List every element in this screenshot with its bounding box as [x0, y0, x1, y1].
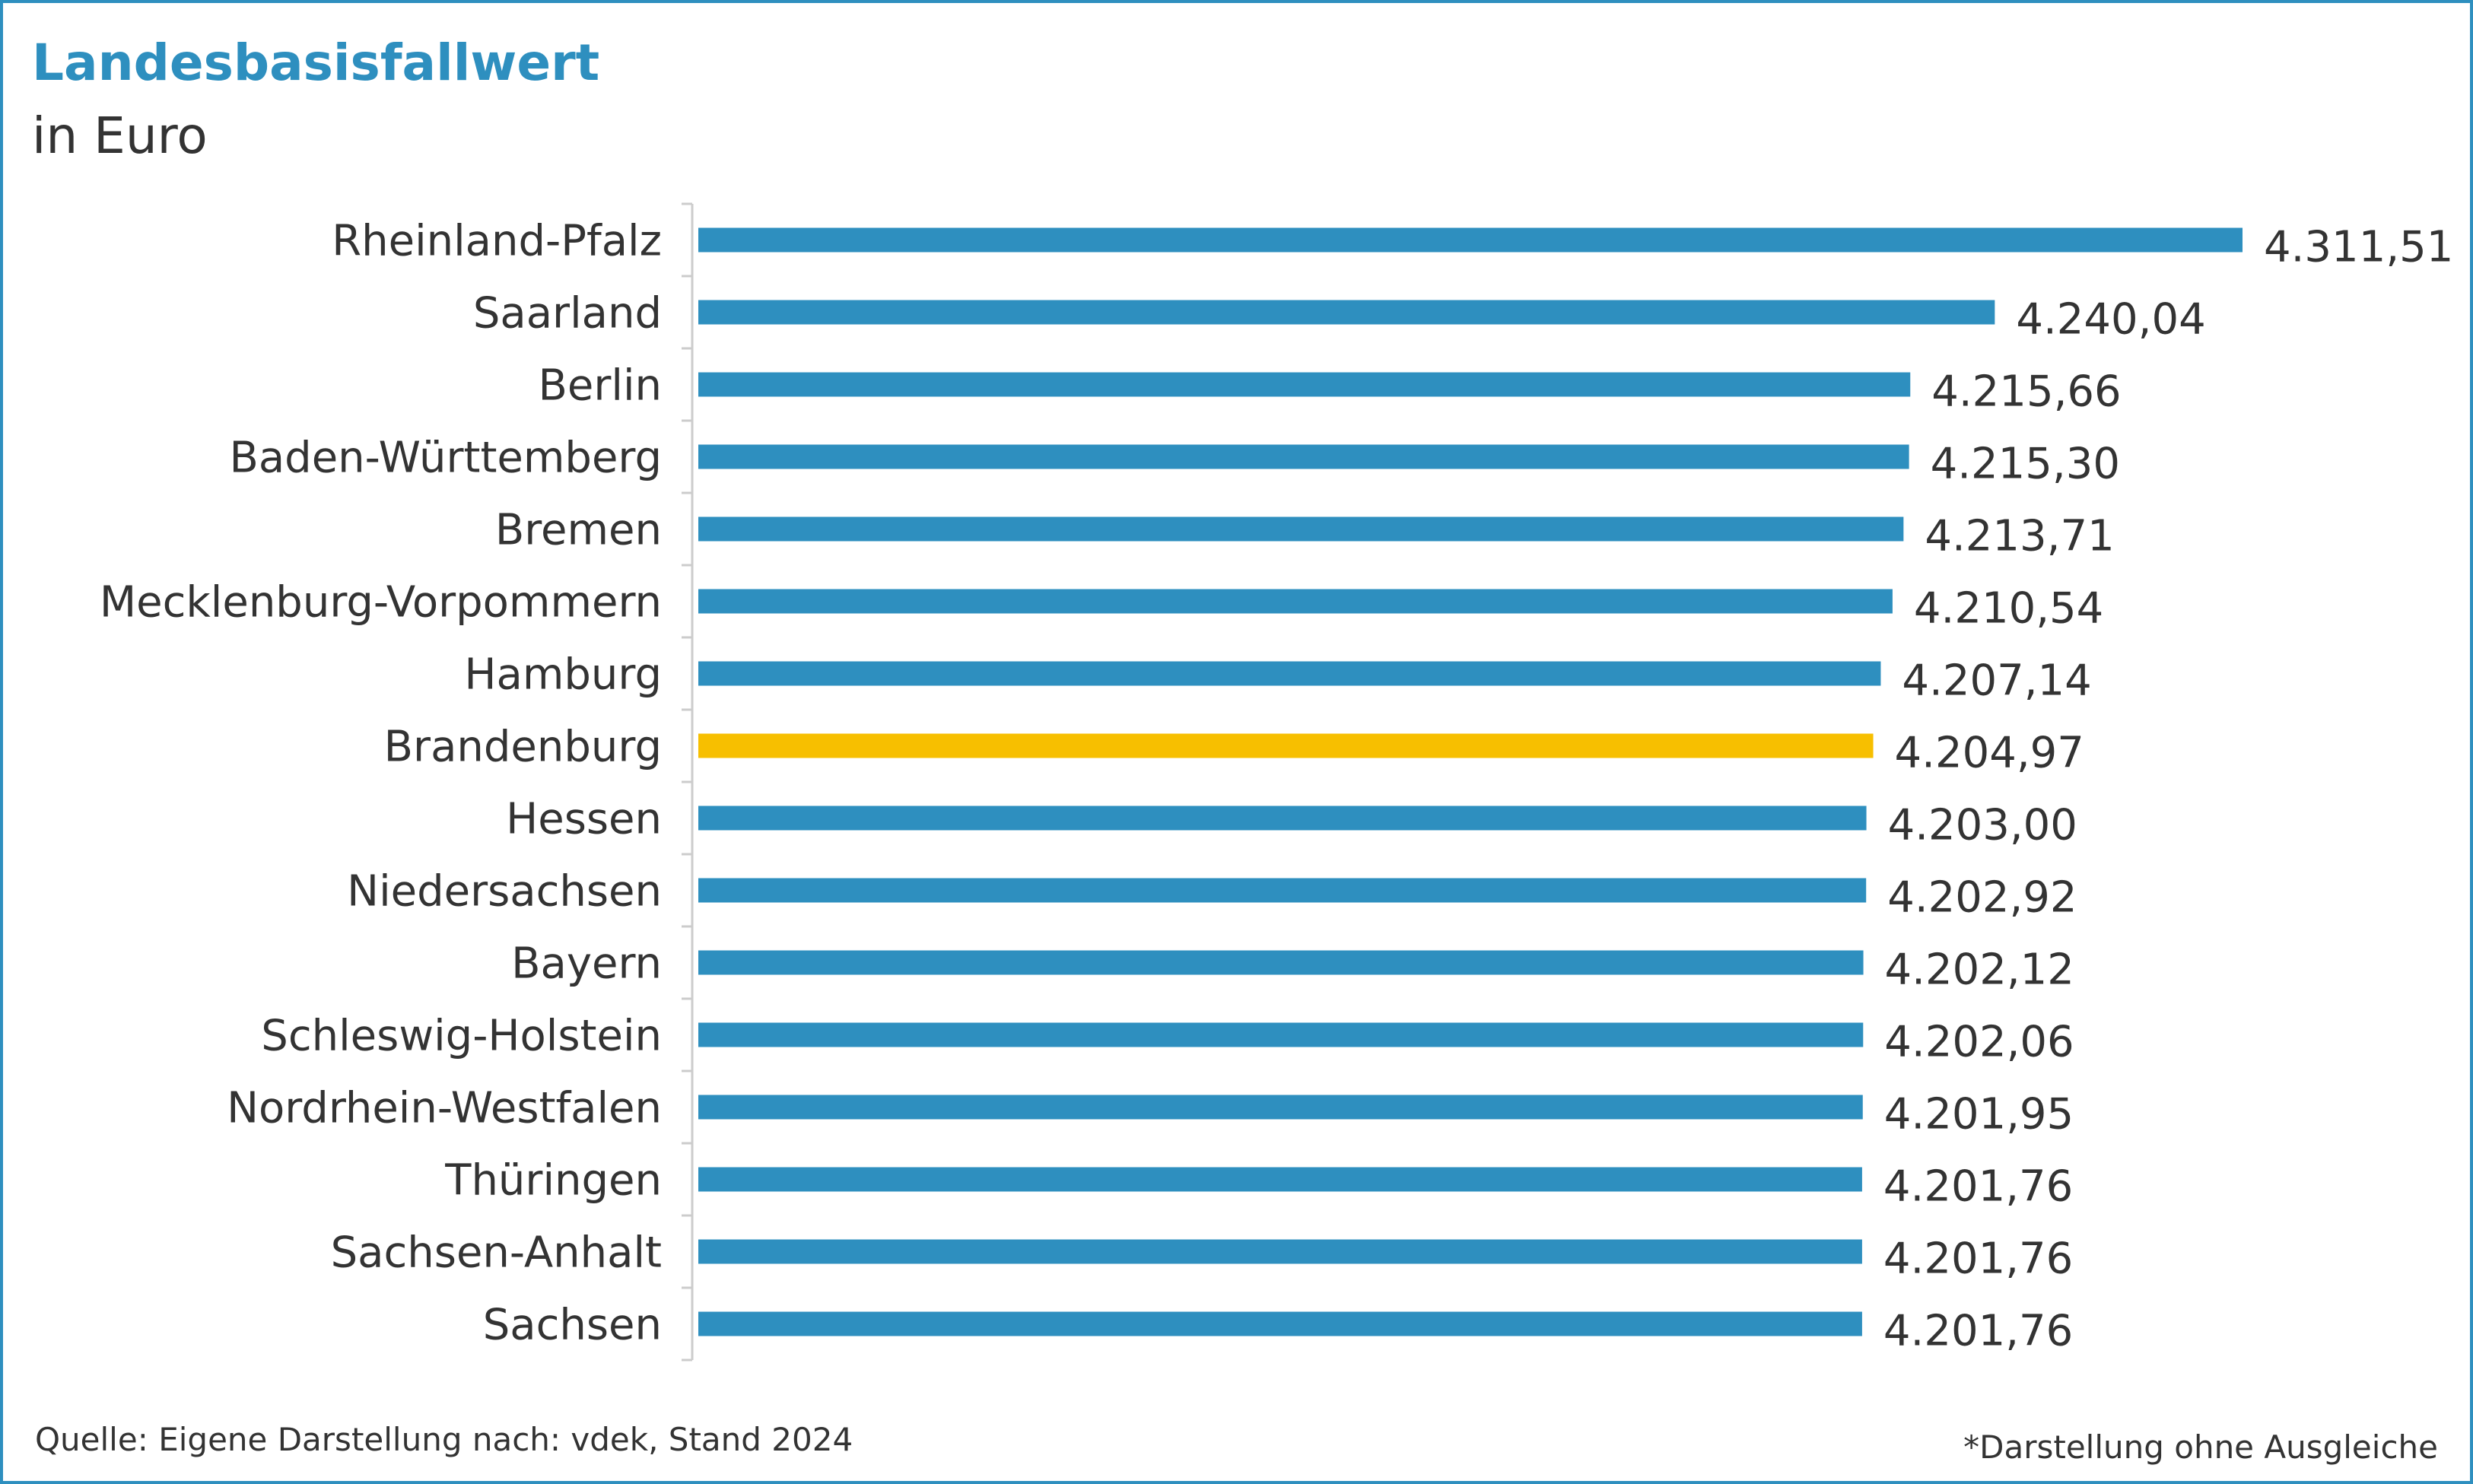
value-label: 4.204,97	[1895, 729, 2084, 778]
bar-6	[698, 661, 1881, 686]
value-label: 4.207,14	[1902, 656, 2091, 706]
bar-2	[698, 372, 1911, 397]
bar-0	[698, 227, 2243, 253]
value-label: 4.202,92	[1887, 873, 2077, 923]
category-label: Saarland	[473, 289, 662, 338]
bar-1	[698, 300, 1995, 325]
bar-9	[698, 878, 1867, 903]
value-label: 4.215,30	[1931, 440, 2120, 489]
value-label: 4.201,76	[1883, 1162, 2073, 1212]
value-label: 4.202,12	[1885, 945, 2074, 995]
category-label: Sachsen-Anhalt	[331, 1228, 662, 1278]
category-label: Schleswig-Holstein	[261, 1012, 662, 1061]
bar-5	[698, 589, 1893, 614]
category-label: Bremen	[495, 506, 662, 555]
value-label: 4.201,76	[1883, 1235, 2073, 1284]
value-label: 4.210,54	[1914, 584, 2103, 634]
bar-3	[698, 444, 1909, 469]
category-label: Hessen	[506, 795, 662, 844]
bar-13	[698, 1167, 1862, 1192]
category-label: Hamburg	[464, 650, 662, 700]
bar-10	[698, 950, 1864, 975]
category-label: Rheinland-Pfalz	[332, 217, 662, 266]
bar-4	[698, 516, 1904, 542]
bar-15	[698, 1311, 1862, 1336]
value-label: 4.240,04	[2016, 295, 2205, 345]
category-label: Berlin	[538, 361, 662, 411]
chart-title: Landesbasisfallwert	[32, 33, 600, 92]
bar-11	[698, 1022, 1864, 1047]
category-label: Bayern	[511, 939, 662, 989]
category-label: Thüringen	[444, 1156, 662, 1206]
value-label: 4.213,71	[1925, 512, 2114, 561]
value-label: 4.203,00	[1888, 801, 2077, 850]
bar-7	[698, 733, 1874, 758]
bar-12	[698, 1095, 1863, 1120]
category-label: Mecklenburg-Vorpommern	[100, 578, 662, 628]
category-label: Niedersachsen	[347, 867, 662, 917]
value-label: 4.201,95	[1884, 1090, 2074, 1139]
value-label: 4.311,51	[2264, 223, 2453, 272]
value-label: 4.202,06	[1884, 1018, 2074, 1067]
footnote: *Darstellung ohne Ausgleiche	[1963, 1428, 2438, 1466]
category-label: Brandenburg	[384, 723, 662, 772]
value-label: 4.201,76	[1883, 1307, 2073, 1356]
category-label: Sachsen	[483, 1301, 662, 1350]
bar-8	[698, 806, 1867, 831]
value-label: 4.215,66	[1931, 367, 2121, 417]
chart-subtitle: in Euro	[32, 106, 208, 165]
bar-14	[698, 1239, 1862, 1264]
category-label: Nordrhein-Westfalen	[227, 1084, 662, 1133]
source-note: Quelle: Eigene Darstellung nach: vdek, S…	[35, 1421, 853, 1458]
category-label: Baden-Württemberg	[229, 434, 662, 483]
